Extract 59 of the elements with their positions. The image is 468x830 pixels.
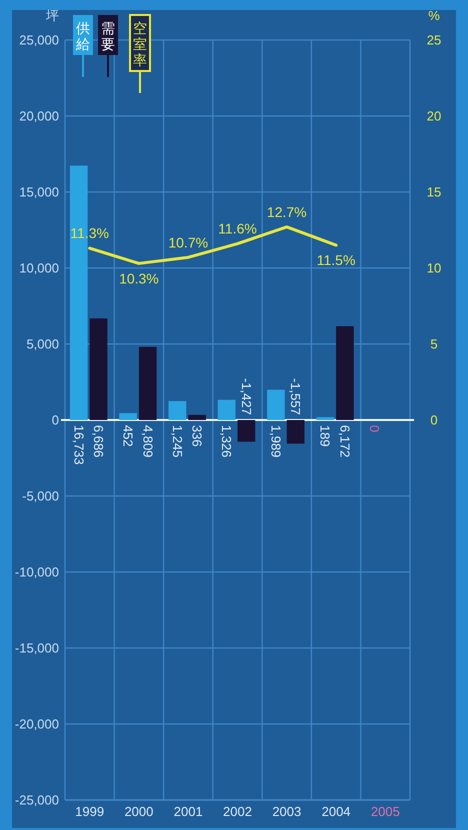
y2-tick-label: 5: [430, 336, 438, 352]
y-tick-label: -25,000: [14, 792, 59, 808]
y-tick-label: 5,000: [26, 336, 59, 352]
y-tick-label: 25,000: [19, 32, 59, 48]
data-label: 189: [318, 425, 333, 447]
text: 供給: [75, 20, 90, 52]
data-label: 6,686: [91, 425, 106, 458]
data-label: 1,989: [268, 425, 284, 458]
bar: [267, 390, 285, 420]
data-label: 10.7%: [168, 234, 208, 250]
bar: [238, 420, 256, 442]
data-label: 11.6%: [218, 220, 257, 237]
data-label: 4,809: [140, 425, 156, 458]
y-tick-label: -20,000: [14, 716, 59, 732]
y2-axis-title: %: [428, 8, 440, 23]
data-label: 6,172: [337, 425, 352, 458]
data-label: 11.3%: [70, 225, 109, 242]
data-label: 16,733: [71, 425, 86, 465]
data-label: 10.3%: [119, 270, 159, 286]
x-tick-label: 2001: [174, 804, 203, 819]
x-tick-label: 2004: [322, 804, 351, 819]
bar: [138, 346, 157, 420]
bar: [168, 401, 186, 420]
y-tick-label: 0: [52, 412, 59, 428]
y2-tick-label: 15: [426, 184, 442, 200]
bar: [218, 400, 236, 420]
x-tick-label: 2005: [370, 804, 400, 819]
y2-tick-label: 20: [426, 108, 442, 124]
bar: [336, 326, 354, 420]
y-tick-label: 10,000: [19, 260, 59, 276]
y2-tick-label: 25: [426, 32, 442, 48]
data-label: 0: [367, 425, 382, 432]
data-label: 336: [190, 425, 205, 447]
y-tick-label: -5,000: [22, 488, 59, 504]
y2-tick-label: 10: [426, 260, 442, 276]
bar: [286, 420, 304, 444]
x-tick-label: 2002: [223, 804, 252, 819]
y-tick-label: 20,000: [19, 108, 59, 124]
data-label: 452: [120, 425, 136, 447]
x-tick-label: 1999: [75, 804, 104, 819]
y-tick-label: -15,000: [14, 640, 59, 656]
x-tick-label: 2003: [272, 804, 302, 819]
bar: [188, 414, 206, 420]
x-tick-label: 2000: [124, 804, 154, 819]
y-tick-label: -10,000: [14, 564, 59, 580]
bar: [316, 417, 334, 420]
data-label: 11.5%: [316, 252, 356, 268]
data-label: 12.7%: [266, 204, 307, 220]
data-label: -1,427: [238, 378, 254, 415]
y-tick-label: 15,000: [19, 184, 59, 200]
data-label: -1,557: [288, 378, 304, 415]
bar: [90, 318, 108, 420]
data-label: 1,326: [219, 425, 234, 458]
y-axis-title: 坪: [45, 8, 59, 23]
data-label: 1,245: [170, 425, 185, 458]
text: 空室率: [133, 20, 147, 68]
bar: [119, 413, 137, 420]
y2-tick-label: 0: [430, 412, 438, 428]
text: 需要: [101, 20, 115, 52]
